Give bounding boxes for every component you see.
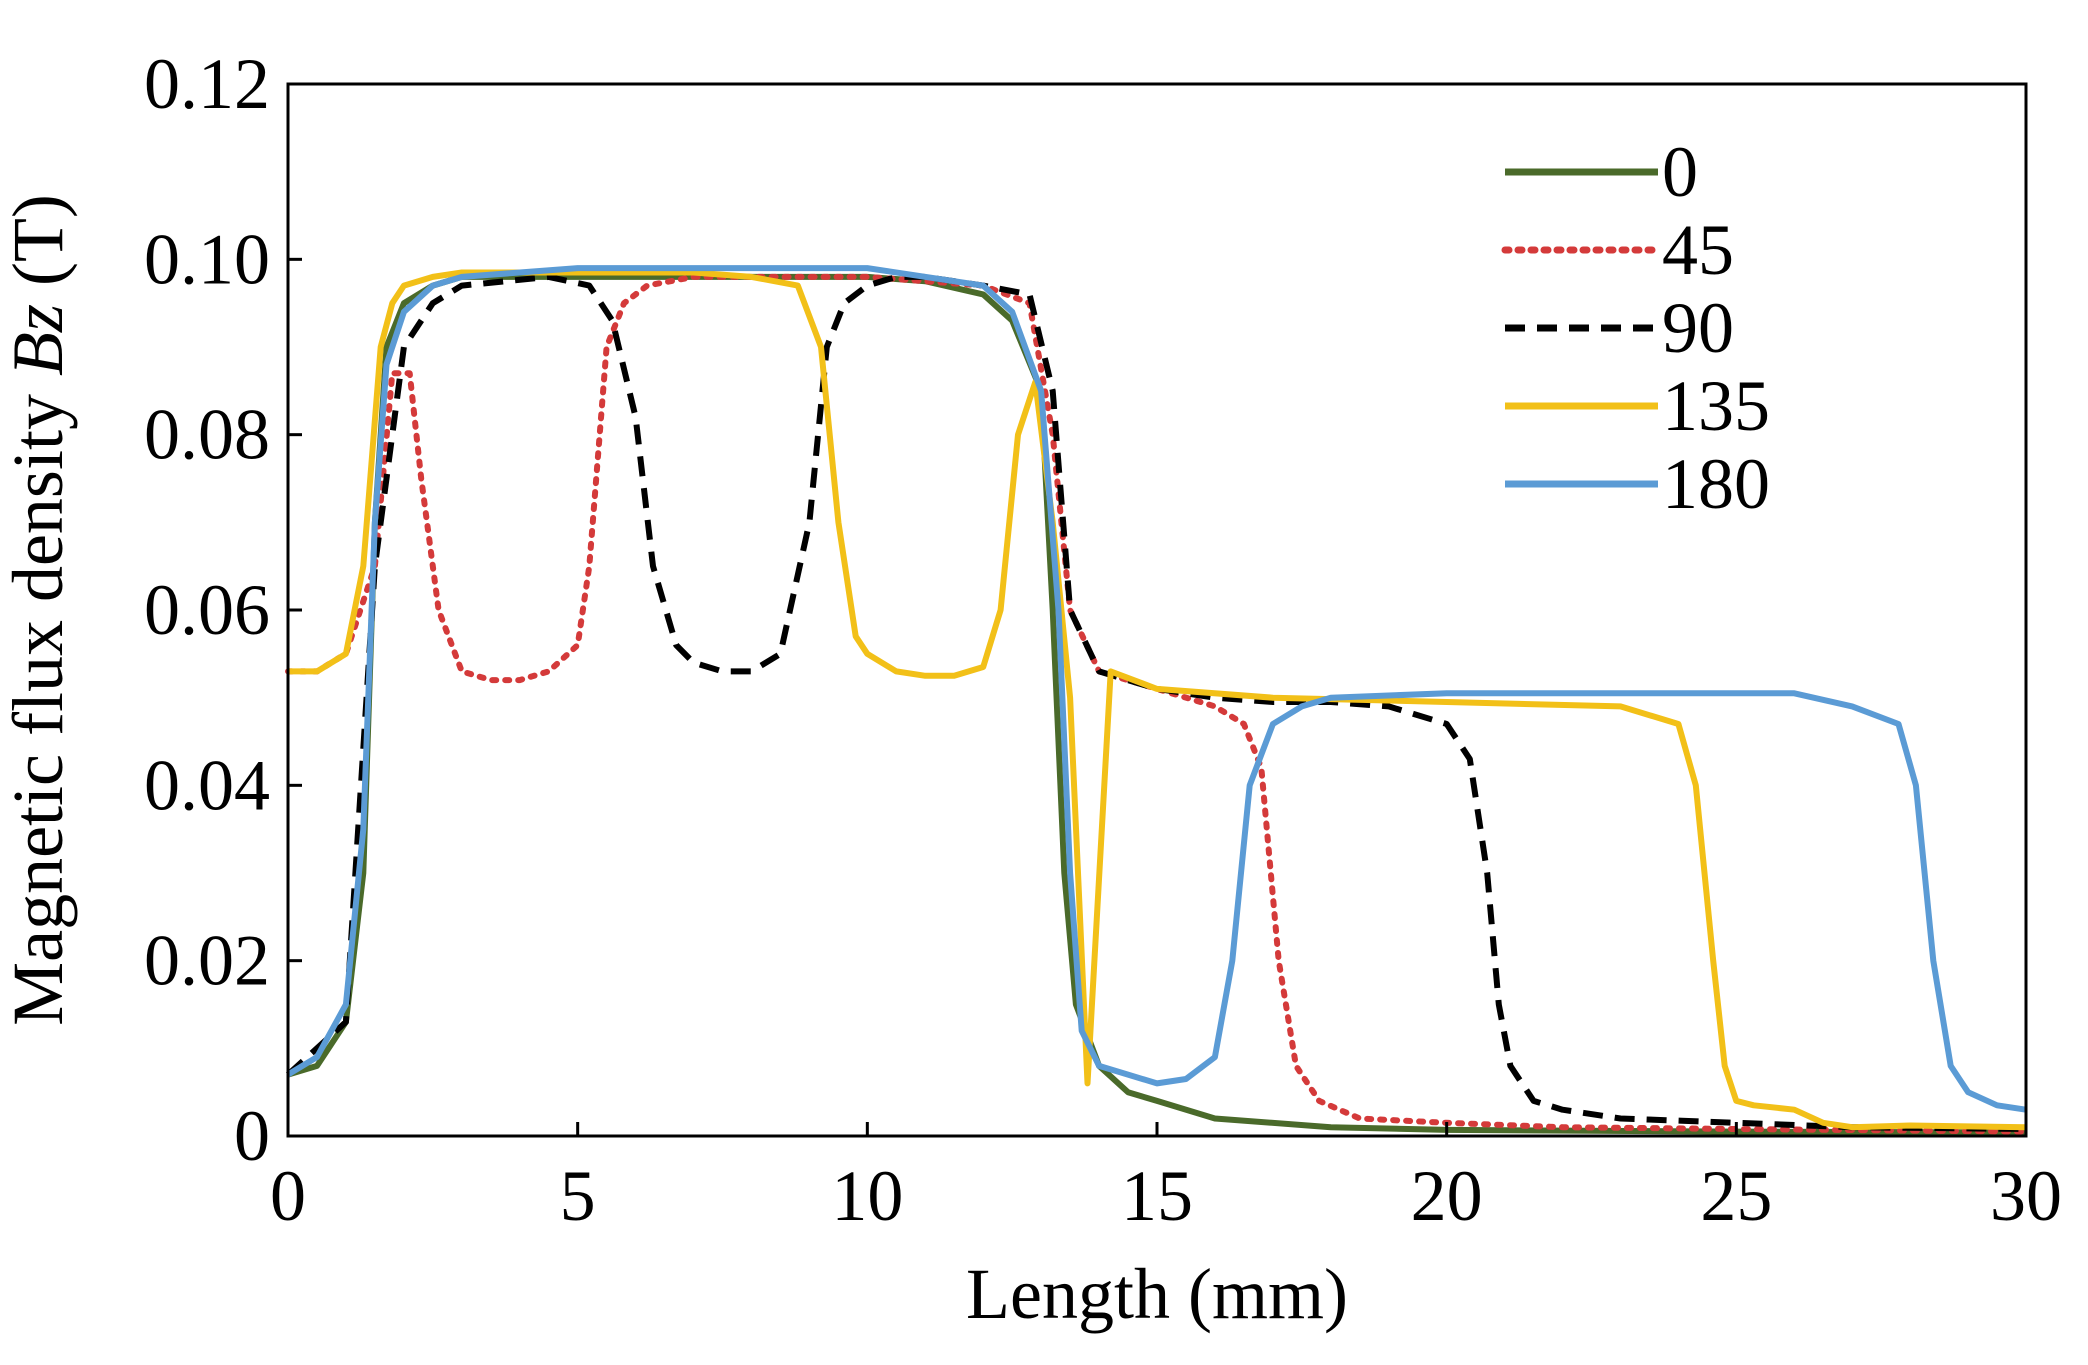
ticks-layer: 0 5 10 15 20 25 30 0 0.02 0.04 0.06 0.08 0.10 0.12: [144, 44, 2062, 1236]
y-axis-title: Magnetic flux density Bz (T): [0, 194, 78, 1026]
y-tick-label: 0.10: [144, 219, 270, 299]
y-tick-label: 0: [234, 1096, 270, 1176]
plot-frame: [286, 82, 2028, 1138]
x-axis-title: Length (mm): [966, 1254, 1348, 1334]
legend-label-90: 90: [1662, 288, 1734, 368]
x-tick-label: 20: [1411, 1156, 1483, 1236]
y-tick-label: 0.06: [144, 570, 270, 650]
y-tick-label: 0.04: [144, 745, 270, 825]
x-tick-label: 15: [1121, 1156, 1193, 1236]
x-tick-label: 0: [270, 1156, 306, 1236]
x-tick-label: 5: [560, 1156, 596, 1236]
y-tick-label: 0.02: [144, 921, 270, 1001]
x-tick-label: 30: [1990, 1156, 2062, 1236]
y-tick-label: 0.08: [144, 395, 270, 475]
y-axis-title-prefix: Magnetic flux density: [0, 376, 78, 1026]
series-line-180: [286, 265, 2027, 1113]
legend-label-45: 45: [1662, 210, 1734, 290]
y-axis-title-variable: Bz: [0, 304, 78, 376]
x-tick-label: 25: [1700, 1156, 1772, 1236]
legend-label-0: 0: [1662, 132, 1698, 212]
x-tick-label: 10: [831, 1156, 903, 1236]
series-line-135: [288, 269, 2027, 1131]
series-layer: [285, 265, 2029, 1136]
legend-label-135: 135: [1662, 366, 1770, 446]
y-tick-label: 0.12: [144, 44, 270, 124]
legend-label-180: 180: [1662, 444, 1770, 524]
series-line-90: [285, 273, 2027, 1132]
y-axis-title-suffix: (T): [0, 194, 78, 304]
